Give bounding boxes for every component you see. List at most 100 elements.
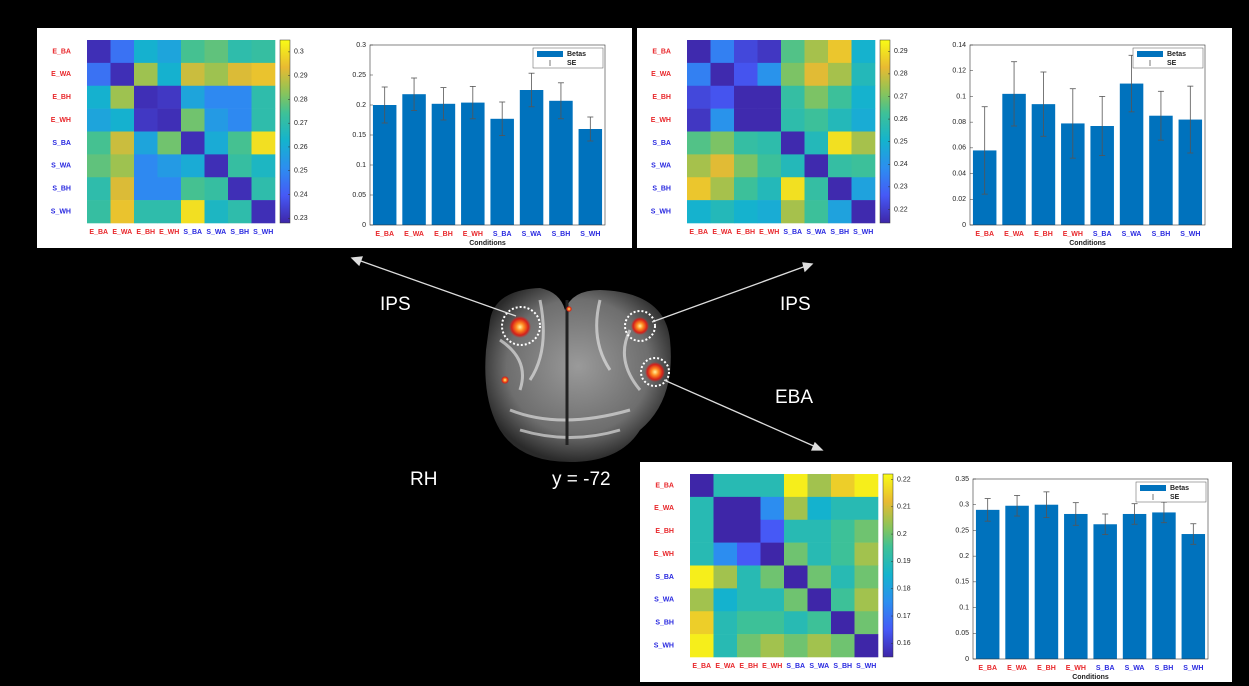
heatmap-cell — [805, 86, 829, 109]
heatmap-cell — [228, 86, 252, 109]
heatmap-cell — [687, 132, 711, 155]
heatmap-cell — [134, 40, 158, 63]
y-tick-label: 0.15 — [955, 579, 969, 586]
heatmap-cell — [855, 543, 879, 566]
y-tick-label: S_BH — [652, 186, 671, 193]
heatmap-cell — [855, 566, 879, 589]
y-tick-label: E_WA — [654, 505, 674, 512]
figure: IPS IPS EBA RH y = -72 E_BAE_WAE_BHE_WHS… — [0, 0, 1249, 686]
heatmap-cell — [711, 177, 735, 200]
colorbar-tick-label: 0.22 — [897, 476, 911, 483]
heatmap-cell — [111, 86, 135, 109]
heatmap-cell — [87, 154, 111, 177]
heatmap-cell — [181, 40, 205, 63]
heatmap-cell — [714, 497, 738, 520]
legend-swatch — [1137, 51, 1163, 57]
heatmap-cell — [181, 63, 205, 86]
heatmap-cell — [158, 40, 182, 63]
x-axis-label: Conditions — [1069, 240, 1106, 247]
y-tick-label: E_BH — [652, 94, 671, 101]
colorbar-tick-label: 0.26 — [894, 116, 908, 123]
heatmap-cell — [758, 40, 782, 63]
x-tick-label: E_BH — [1034, 231, 1053, 238]
heatmap-cell — [111, 40, 135, 63]
y-tick-label: E_WH — [654, 551, 674, 558]
x-tick-label: S_WH — [856, 663, 876, 670]
heatmap-cell — [252, 132, 276, 155]
heatmap-cell — [690, 543, 714, 566]
heatmap-cell — [711, 63, 735, 86]
heatmap-cell — [714, 474, 738, 497]
y-tick-label: S_BA — [655, 574, 674, 581]
heatmap-cell — [761, 566, 785, 589]
heatmap-cell — [831, 588, 855, 611]
heatmap-cell — [737, 474, 761, 497]
heatmap-cell — [831, 566, 855, 589]
heatmap-cell — [828, 63, 852, 86]
y-tick-label: 0.25 — [352, 72, 366, 79]
heatmap-cell — [784, 520, 808, 543]
heatmap-cell — [781, 200, 805, 223]
heatmap-cell — [111, 177, 135, 200]
colorbar-tick-label: 0.27 — [894, 93, 908, 100]
heatmap-cell — [252, 177, 276, 200]
heatmap-cell — [734, 40, 758, 63]
y-tick-label: E_BA — [652, 48, 671, 55]
heatmap-cell — [784, 611, 808, 634]
heatmap-cell — [808, 588, 832, 611]
y-tick-label: S_WA — [51, 163, 71, 170]
heatmap-cell — [87, 109, 111, 132]
y-tick-label: E_BA — [52, 48, 71, 55]
heatmap-cell — [855, 588, 879, 611]
x-tick-label: E_WH — [759, 229, 779, 236]
colorbar-tick-label: 0.24 — [294, 191, 308, 198]
x-tick-label: S_BH — [830, 229, 849, 236]
bar — [1123, 514, 1147, 659]
heatmap-cell — [828, 132, 852, 155]
heatmap-cell — [111, 63, 135, 86]
x-tick-label: E_WH — [1066, 665, 1086, 672]
heatmap-cell — [687, 177, 711, 200]
heatmap-cell — [855, 520, 879, 543]
y-tick-label: E_WA — [651, 71, 671, 78]
x-tick-label: E_BH — [1037, 665, 1056, 672]
heatmap-cell — [734, 132, 758, 155]
heatmap-cell — [831, 634, 855, 657]
heatmap-cell — [737, 588, 761, 611]
x-axis-label: Conditions — [1072, 674, 1109, 681]
heatmap-cell — [228, 63, 252, 86]
heatmap-cell — [181, 200, 205, 223]
slice-label: y = -72 — [552, 469, 611, 490]
heatmap-cell — [805, 200, 829, 223]
y-tick-label: S_WH — [51, 208, 71, 215]
heatmap-cell — [784, 588, 808, 611]
legend-label: SE — [1170, 494, 1180, 501]
colorbar-tick-label: 0.27 — [294, 120, 308, 127]
heatmap-cell — [714, 520, 738, 543]
bar — [1182, 534, 1206, 659]
x-tick-label: S_WA — [809, 663, 829, 670]
heatmap-cell — [831, 520, 855, 543]
heatmap-cell — [808, 543, 832, 566]
heatmap-cell — [690, 474, 714, 497]
region-label: IPS — [780, 294, 811, 315]
bar — [1152, 512, 1176, 659]
heatmap-cell — [781, 109, 805, 132]
bar — [461, 103, 485, 225]
x-tick-label: S_WH — [1180, 231, 1200, 238]
heatmap-cell — [805, 40, 829, 63]
x-tick-label: S_BH — [230, 229, 249, 236]
colorbar-tick-label: 0.28 — [294, 96, 308, 103]
heatmap-cell — [808, 520, 832, 543]
heatmap-cell — [808, 566, 832, 589]
heatmap-cell — [690, 588, 714, 611]
heatmap-cell — [205, 154, 229, 177]
colorbar-tick-label: 0.28 — [894, 71, 908, 78]
heatmap-cell — [687, 154, 711, 177]
heatmap-cell — [205, 109, 229, 132]
y-tick-label: 0.3 — [959, 502, 969, 509]
colorbar-tick-label: 0.21 — [897, 504, 911, 511]
heatmap-cell — [784, 566, 808, 589]
colorbar — [880, 40, 890, 223]
y-tick-label: 0.15 — [352, 132, 366, 139]
